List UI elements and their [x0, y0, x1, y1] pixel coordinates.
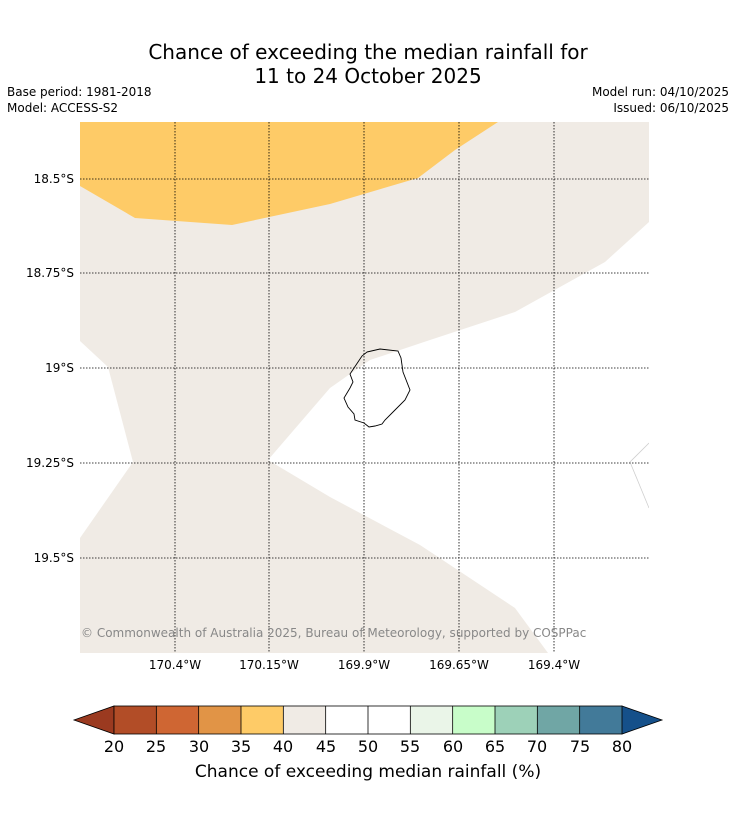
- colorbar-tick: 80: [611, 737, 633, 756]
- colorbar-bin: [156, 706, 199, 734]
- lon-label: 169.9°W: [338, 658, 390, 672]
- colorbar-bin: [283, 706, 326, 734]
- colorbar: [72, 705, 664, 735]
- colorbar-bin: [579, 706, 623, 734]
- base-period: Base period: 1981-2018: [7, 85, 152, 99]
- lon-label: 169.65°W: [429, 658, 489, 672]
- lat-label: 19.25°S: [26, 456, 74, 470]
- colorbar-bin: [198, 706, 242, 734]
- lon-label: 170.15°W: [239, 658, 299, 672]
- model-name: Model: ACCESS-S2: [7, 101, 119, 115]
- lat-label: 18.75°S: [26, 266, 74, 280]
- colorbar-bin: [537, 706, 580, 734]
- graticule: [80, 122, 649, 653]
- map-title-line1: Chance of exceeding the median rainfall …: [148, 40, 588, 64]
- contour-edge: [629, 442, 649, 509]
- colorbar-over-arrow: [621, 705, 664, 735]
- model-run: Model run: 04/10/2025: [591, 85, 729, 99]
- colorbar-bin: [410, 706, 453, 734]
- region-35-40: [80, 122, 498, 225]
- colorbar-tick: 55: [399, 737, 421, 756]
- colorbar-tick: 70: [526, 737, 548, 756]
- colorbar-tick: 50: [357, 737, 379, 756]
- lat-labels: 18.5°S 18.75°S 19°S 19.25°S 19.5°S: [26, 172, 74, 565]
- colorbar-bin: [495, 706, 538, 734]
- issued-date: Issued: 06/10/2025: [613, 101, 729, 115]
- lon-label: 169.4°W: [528, 658, 580, 672]
- copyright-notice: © Commonwealth of Australia 2025, Bureau…: [81, 626, 586, 640]
- colorbar-bin: [325, 706, 369, 734]
- colorbar-tick: 35: [230, 737, 252, 756]
- niue-coastline: [343, 348, 411, 428]
- lon-labels: 170.4°W 170.15°W 169.9°W 169.65°W 169.4°…: [149, 658, 580, 672]
- colorbar-tick: 20: [103, 737, 125, 756]
- colorbar-label: Chance of exceeding median rainfall (%): [194, 762, 542, 782]
- colorbar-bin: [452, 706, 496, 734]
- lat-label: 19.5°S: [34, 551, 74, 565]
- colorbar-bin: [368, 706, 411, 734]
- lon-label: 170.4°W: [149, 658, 201, 672]
- map-title-line2: 11 to 24 October 2025: [254, 64, 482, 88]
- colorbar-tick: 40: [272, 737, 294, 756]
- colorbar-tick: 65: [484, 737, 506, 756]
- colorbar-tick: 45: [315, 737, 337, 756]
- colorbar-bin: [114, 706, 157, 734]
- colorbar-under-arrow: [72, 705, 115, 735]
- colorbar-frame: [113, 705, 623, 735]
- colorbar-tick: 75: [569, 737, 591, 756]
- region-45-55-west: [80, 341, 133, 538]
- lat-label: 19°S: [45, 361, 74, 375]
- colorbar-tick: 60: [442, 737, 464, 756]
- map-panel: [80, 122, 649, 653]
- colorbar-bin: [241, 706, 284, 734]
- colorbar-tick: 25: [145, 737, 167, 756]
- colorbar-tick: 30: [188, 737, 210, 756]
- lat-label: 18.5°S: [34, 172, 74, 186]
